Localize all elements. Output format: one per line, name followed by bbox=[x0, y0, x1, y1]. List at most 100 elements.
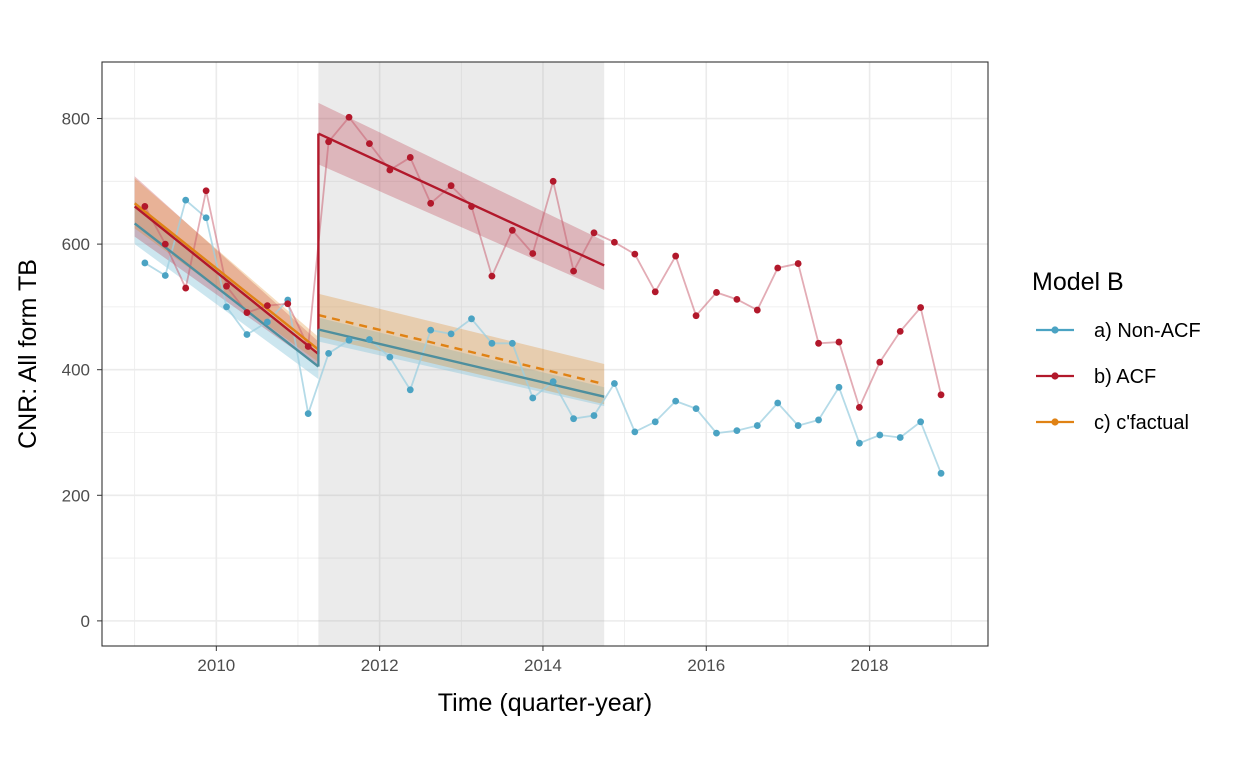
data-point-a-non-acf bbox=[590, 412, 598, 419]
observed-points bbox=[141, 113, 945, 477]
data-point-b-acf bbox=[896, 327, 904, 335]
data-point-a-non-acf bbox=[406, 386, 414, 394]
data-point-b-acf bbox=[937, 391, 945, 399]
data-point-b-acf bbox=[263, 302, 271, 310]
data-point-a-non-acf bbox=[855, 439, 863, 447]
data-point-b-acf bbox=[713, 289, 720, 296]
data-point-b-acf bbox=[488, 272, 496, 280]
data-point-a-non-acf bbox=[651, 418, 659, 426]
data-point-a-non-acf bbox=[835, 383, 843, 391]
data-point-b-acf bbox=[223, 282, 230, 290]
data-point-a-non-acf bbox=[325, 349, 333, 357]
data-point-a-non-acf bbox=[611, 380, 618, 387]
confidence-band-a-non-acf bbox=[134, 201, 319, 380]
data-point-a-non-acf bbox=[202, 214, 210, 222]
data-point-b-acf bbox=[284, 300, 292, 308]
data-point-b-acf bbox=[590, 229, 598, 237]
minor-grid bbox=[102, 62, 988, 646]
data-point-b-acf bbox=[243, 309, 251, 316]
data-point-a-non-acf bbox=[570, 415, 577, 423]
x-axis-title: Time (quarter-year) bbox=[438, 689, 652, 717]
data-point-b-acf bbox=[774, 264, 782, 272]
fitted-line-c-c-factual bbox=[318, 313, 605, 386]
data-point-b-acf bbox=[753, 306, 761, 314]
data-point-b-acf bbox=[570, 267, 577, 275]
data-point-a-non-acf bbox=[161, 272, 169, 279]
observed-lines bbox=[144, 115, 942, 474]
data-point-b-acf bbox=[611, 238, 618, 246]
data-point-a-non-acf bbox=[753, 422, 761, 429]
y-tick-label: 400 bbox=[62, 361, 90, 380]
legend-item-cfactual: c) c'factual bbox=[1036, 412, 1189, 434]
data-point-b-acf bbox=[447, 182, 455, 190]
legend-label-non-acf: a) Non-ACF bbox=[1094, 320, 1201, 342]
y-tick-label: 800 bbox=[62, 110, 90, 129]
data-point-b-acf bbox=[182, 284, 190, 292]
data-point-b-acf bbox=[386, 166, 394, 174]
observed-line-b-acf bbox=[144, 115, 942, 410]
major-grid bbox=[102, 62, 988, 646]
data-point-a-non-acf bbox=[182, 196, 190, 204]
legend: Model B a) Non-ACF b) ACF c) c'factual bbox=[1032, 268, 1201, 434]
data-point-b-acf bbox=[733, 295, 741, 303]
data-point-b-acf bbox=[202, 187, 210, 195]
data-point-b-acf bbox=[549, 177, 557, 185]
data-point-a-non-acf bbox=[549, 378, 557, 386]
data-point-a-non-acf bbox=[141, 259, 149, 267]
data-point-b-acf bbox=[631, 250, 639, 258]
data-point-b-acf bbox=[651, 288, 659, 296]
data-point-a-non-acf bbox=[692, 405, 700, 413]
y-tick-label: 600 bbox=[62, 235, 90, 254]
data-point-a-non-acf bbox=[263, 318, 271, 326]
legend-item-non-acf: a) Non-ACF bbox=[1036, 320, 1201, 342]
x-tick-label: 2018 bbox=[851, 656, 889, 675]
data-point-a-non-acf bbox=[917, 418, 925, 426]
legend-title: Model B bbox=[1032, 268, 1124, 296]
data-point-b-acf bbox=[427, 199, 435, 207]
data-point-a-non-acf bbox=[427, 326, 435, 334]
data-point-a-non-acf bbox=[794, 422, 802, 429]
data-point-b-acf bbox=[508, 226, 516, 234]
legend-label-cfactual: c) c'factual bbox=[1094, 412, 1189, 434]
data-point-a-non-acf bbox=[223, 303, 230, 311]
fitted-line-b-acf bbox=[317, 132, 605, 267]
data-point-a-non-acf bbox=[631, 428, 639, 436]
intervention-period-shade bbox=[318, 62, 605, 646]
legend-key-point-acf bbox=[1051, 372, 1059, 380]
data-point-a-non-acf bbox=[508, 339, 516, 347]
data-point-b-acf bbox=[855, 403, 863, 411]
x-tick-label: 2012 bbox=[361, 656, 399, 675]
data-point-a-non-acf bbox=[345, 336, 353, 344]
data-point-a-non-acf bbox=[937, 469, 945, 477]
fitted-line-c-c-factual bbox=[133, 202, 320, 351]
data-point-b-acf bbox=[468, 203, 475, 210]
data-point-b-acf bbox=[876, 358, 884, 366]
data-point-b-acf bbox=[815, 339, 822, 347]
data-point-b-acf bbox=[917, 304, 925, 311]
data-point-a-non-acf bbox=[672, 397, 680, 405]
data-point-b-acf bbox=[325, 138, 333, 146]
data-point-b-acf bbox=[304, 343, 312, 350]
x-tick-label: 2016 bbox=[687, 656, 725, 675]
data-point-a-non-acf bbox=[876, 431, 884, 439]
data-point-a-non-acf bbox=[366, 336, 373, 343]
legend-label-acf: b) ACF bbox=[1094, 366, 1156, 388]
legend-key-point-cfactual bbox=[1051, 418, 1059, 426]
legend-key-point-non-acf bbox=[1051, 326, 1059, 334]
x-axis: 2010 2012 2014 2016 2018 bbox=[197, 646, 889, 675]
data-point-b-acf bbox=[529, 250, 537, 257]
shaded-period bbox=[318, 62, 605, 646]
y-axis-title: CNR: All form TB bbox=[14, 259, 42, 449]
y-axis: 0 200 400 600 800 bbox=[62, 110, 102, 631]
data-point-b-acf bbox=[161, 240, 169, 248]
data-point-a-non-acf bbox=[386, 353, 394, 361]
data-point-a-non-acf bbox=[243, 331, 251, 338]
data-point-a-non-acf bbox=[468, 315, 475, 323]
y-tick-label: 200 bbox=[62, 486, 90, 505]
fitted-line-b-acf bbox=[133, 205, 320, 355]
data-point-a-non-acf bbox=[713, 429, 720, 437]
confidence-band-a-non-acf bbox=[318, 317, 605, 407]
data-point-b-acf bbox=[794, 260, 802, 267]
x-tick-label: 2010 bbox=[197, 656, 235, 675]
